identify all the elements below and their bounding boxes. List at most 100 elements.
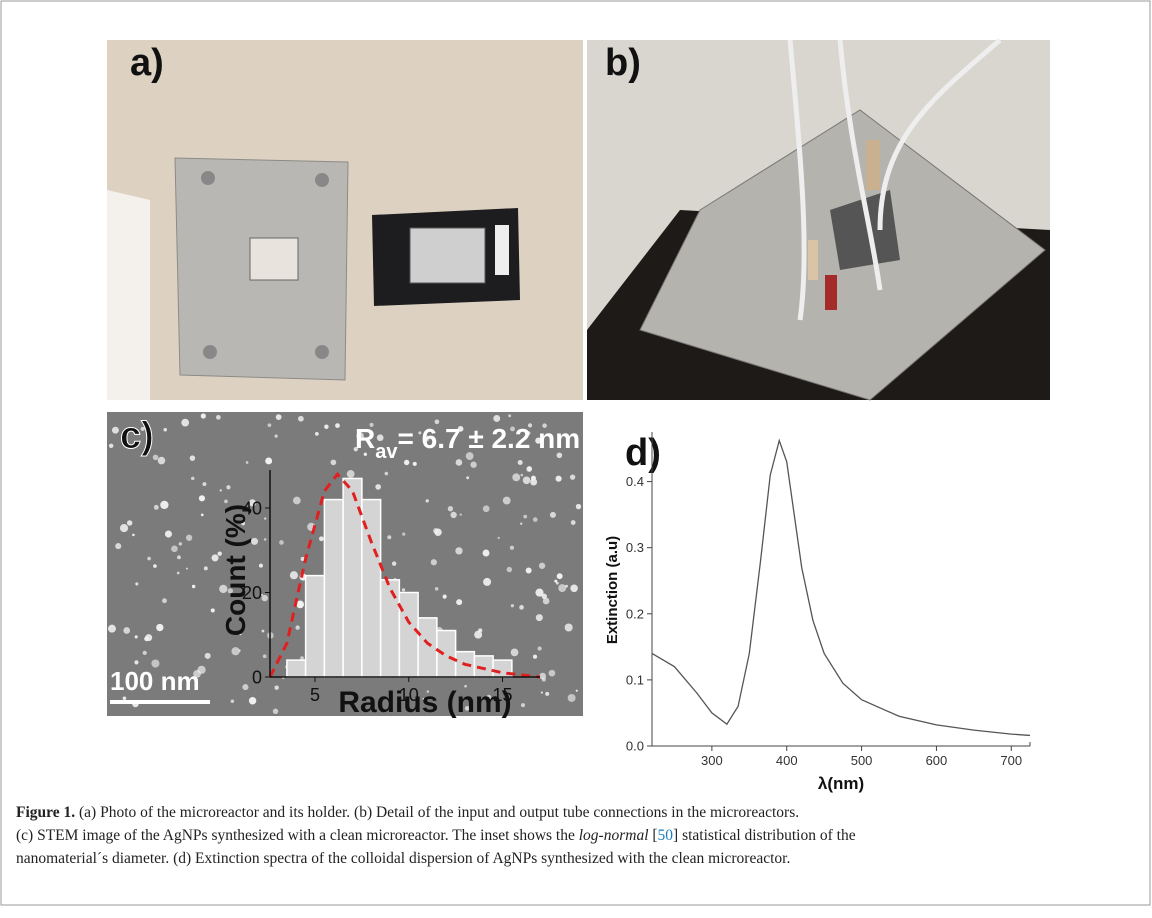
particle (483, 578, 491, 586)
particle (143, 651, 147, 655)
particle (212, 554, 219, 561)
particle (521, 474, 524, 477)
particle (158, 457, 166, 465)
particle (179, 542, 182, 545)
particle (216, 415, 221, 420)
particle (413, 462, 417, 466)
particle (565, 623, 573, 631)
particle (402, 588, 405, 591)
caption-text: (c) STEM image of the AgNPs synthesized … (16, 827, 579, 844)
particle (456, 599, 462, 605)
particle (147, 557, 151, 561)
particle (109, 444, 114, 449)
particle (533, 517, 538, 522)
particle (319, 536, 324, 541)
particle (508, 414, 511, 417)
x-tick-label: 400 (776, 753, 798, 768)
particle (541, 692, 543, 694)
line (652, 441, 1030, 736)
photo-b (587, 40, 1050, 400)
x-tick-label: 300 (701, 753, 723, 768)
caption-text: (a) Photo of the microreactor and its ho… (75, 804, 799, 821)
particle (533, 655, 537, 659)
particle (527, 466, 532, 471)
particle (549, 670, 556, 677)
particle (543, 598, 550, 605)
particle (242, 684, 248, 690)
panel-label: d) (625, 432, 661, 474)
particle (536, 614, 543, 621)
particle (576, 504, 581, 509)
particle (224, 499, 228, 503)
y-tick-label: 0.3 (626, 540, 644, 555)
particle (518, 460, 523, 465)
citation-link[interactable]: 50 (658, 827, 674, 844)
particle (324, 425, 328, 429)
particle (512, 473, 520, 481)
particle (538, 647, 542, 651)
caption-label: Figure 1. (16, 804, 75, 821)
y-tick-label: 0.0 (626, 739, 644, 754)
particle (115, 543, 121, 549)
panel-label: c) (120, 415, 154, 457)
particle (331, 460, 337, 466)
bar (381, 580, 400, 677)
particle (535, 589, 543, 597)
particle (498, 537, 500, 539)
particle (190, 455, 195, 460)
particle (402, 532, 405, 535)
x-tick-label: 500 (851, 753, 873, 768)
particle (144, 637, 149, 642)
particle (557, 573, 563, 579)
annotation-part: R (355, 423, 375, 454)
scale-bar-label: 100 nm (110, 666, 200, 696)
particle (153, 564, 157, 568)
particle (123, 627, 130, 634)
particle (238, 650, 240, 652)
particle (435, 587, 439, 591)
y-tick-label: 0.4 (626, 474, 644, 489)
particle (511, 649, 519, 657)
particle (519, 605, 524, 610)
particle (127, 520, 132, 525)
bar (306, 576, 325, 677)
particle (293, 497, 301, 505)
particle (554, 580, 557, 583)
particle (387, 535, 391, 539)
particle (265, 458, 272, 465)
annotation-part: = 6.7 ± 2.2 nm (397, 423, 580, 454)
caption-text: ] statistical distribution of the (673, 827, 856, 844)
particle (404, 460, 409, 465)
particle (565, 585, 568, 588)
particle (568, 694, 576, 702)
particle (274, 685, 278, 689)
caption-line: (c) STEM image of the AgNPs synthesized … (16, 827, 856, 844)
caption-text: [ (649, 827, 658, 844)
particle (275, 435, 278, 438)
y-axis-label: Count (%) (220, 504, 251, 636)
particle (520, 522, 522, 524)
particle (298, 416, 304, 422)
panel-label: a) (130, 42, 164, 84)
x-tick-label: 5 (310, 685, 320, 705)
particle (268, 423, 272, 427)
y-axis-label: Extinction (a.u) (604, 536, 621, 644)
particle (507, 567, 512, 572)
particle (192, 585, 195, 588)
particle (263, 654, 267, 658)
particle (511, 604, 514, 607)
particle (135, 582, 138, 585)
bar (418, 618, 437, 677)
particle (259, 564, 263, 568)
particle (123, 696, 127, 700)
particle (455, 547, 462, 554)
particle (120, 524, 128, 532)
particle (246, 461, 249, 464)
particle (135, 635, 138, 638)
particle (165, 531, 172, 538)
particle (503, 497, 511, 505)
particle (531, 476, 536, 481)
photo-a (107, 40, 583, 400)
particle (295, 625, 299, 629)
